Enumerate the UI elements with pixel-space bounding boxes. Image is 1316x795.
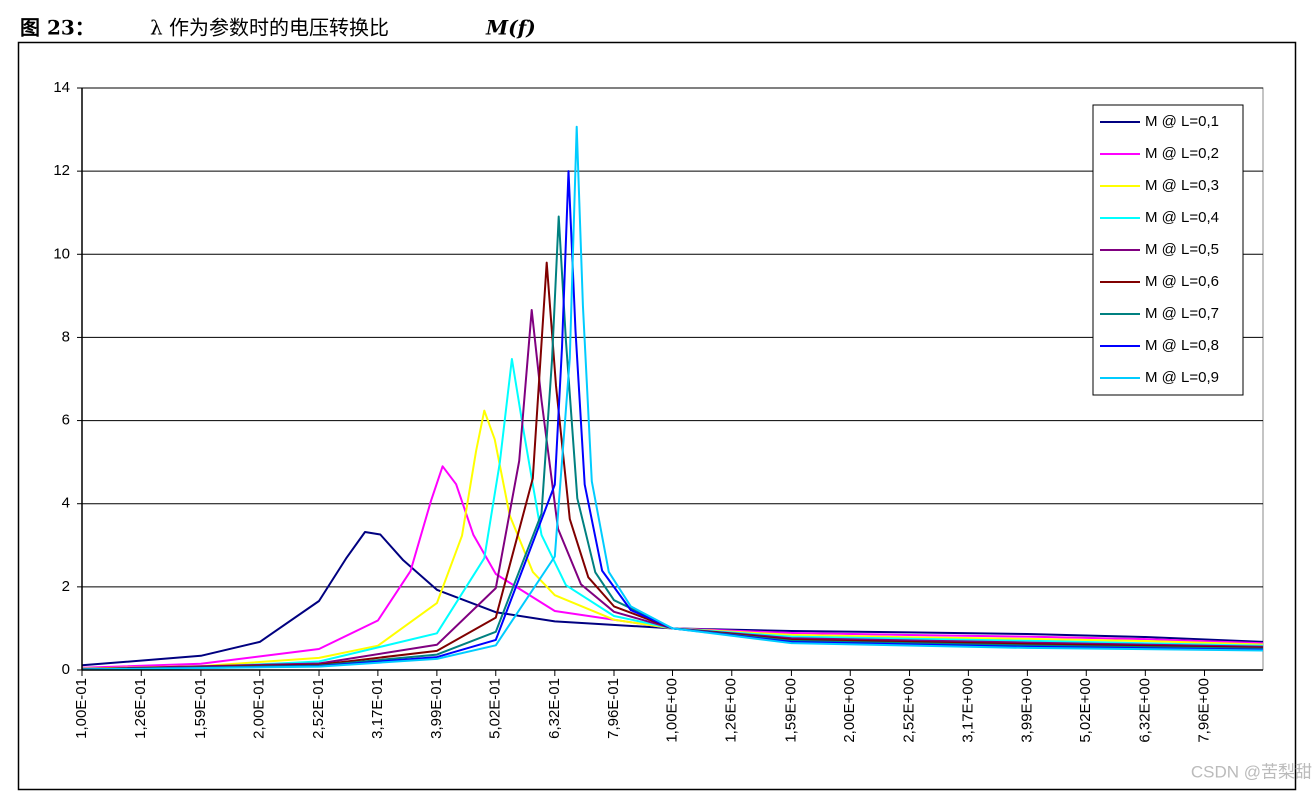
legend-label: M @ L=0,1 <box>1145 113 1219 130</box>
x-tick-label: 1,26E-01 <box>132 678 149 739</box>
x-tick-label: 5,02E+00 <box>1077 678 1094 743</box>
y-tick-label: 10 <box>53 245 70 262</box>
series-line <box>81 309 1264 671</box>
y-tick-label: 0 <box>62 661 70 678</box>
series-line <box>81 409 1264 670</box>
x-tick-label: 7,96E-01 <box>605 678 622 739</box>
chart-title: λ 作为参数时的电压转换比 <box>150 16 389 40</box>
x-tick-label: 2,00E+00 <box>841 678 858 743</box>
legend-label: M @ L=0,7 <box>1145 305 1219 322</box>
x-tick-label: 3,17E+00 <box>959 678 976 743</box>
x-tick-label: 1,59E-01 <box>192 678 209 739</box>
series-line <box>81 125 1264 671</box>
y-tick-label: 2 <box>62 578 70 595</box>
legend-label: M @ L=0,5 <box>1145 241 1219 258</box>
frame <box>17 41 1297 791</box>
legend-label: M @ L=0,4 <box>1145 209 1219 226</box>
y-tick-label: 4 <box>62 495 70 512</box>
x-tick-label: 1,00E+00 <box>663 678 680 743</box>
x-tick-label: 1,59E+00 <box>782 678 799 743</box>
title-symbol: M(f) <box>485 16 536 40</box>
x-tick-label: 6,32E+00 <box>1136 678 1153 743</box>
x-tick-label: 3,99E+00 <box>1018 678 1035 743</box>
x-tick-label: 5,02E-01 <box>487 678 504 739</box>
x-tick-label: 1,26E+00 <box>723 678 740 743</box>
x-tick-label: 2,52E-01 <box>310 678 327 739</box>
series-line <box>81 261 1264 671</box>
legend-label: M @ L=0,6 <box>1145 273 1219 290</box>
x-tick-label: 1,00E-01 <box>73 678 90 739</box>
x-tick-label: 3,99E-01 <box>428 678 445 739</box>
figure-label: 图 23： <box>20 16 95 40</box>
x-tick-label: 6,32E-01 <box>546 678 563 739</box>
series-line <box>81 215 1264 671</box>
legend-label: M @ L=0,3 <box>1145 177 1219 194</box>
series-line <box>81 465 1264 669</box>
series-line <box>81 531 1264 667</box>
x-tick-label: 2,52E+00 <box>900 678 917 743</box>
legend-label: M @ L=0,2 <box>1145 145 1219 162</box>
y-tick-label: 12 <box>53 162 70 179</box>
series-line <box>81 358 1264 670</box>
y-tick-label: 6 <box>62 412 70 429</box>
y-tick-label: 8 <box>62 328 70 345</box>
watermark: CSDN @苦梨甜 <box>1191 762 1312 781</box>
legend-label: M @ L=0,9 <box>1145 369 1219 386</box>
legend-label: M @ L=0,8 <box>1145 337 1219 354</box>
x-tick-label: 2,00E-01 <box>251 678 268 739</box>
x-tick-label: 3,17E-01 <box>369 678 386 739</box>
x-tick-label: 7,96E+00 <box>1195 678 1212 743</box>
y-tick-label: 14 <box>53 79 70 96</box>
plot-border <box>82 87 1264 670</box>
